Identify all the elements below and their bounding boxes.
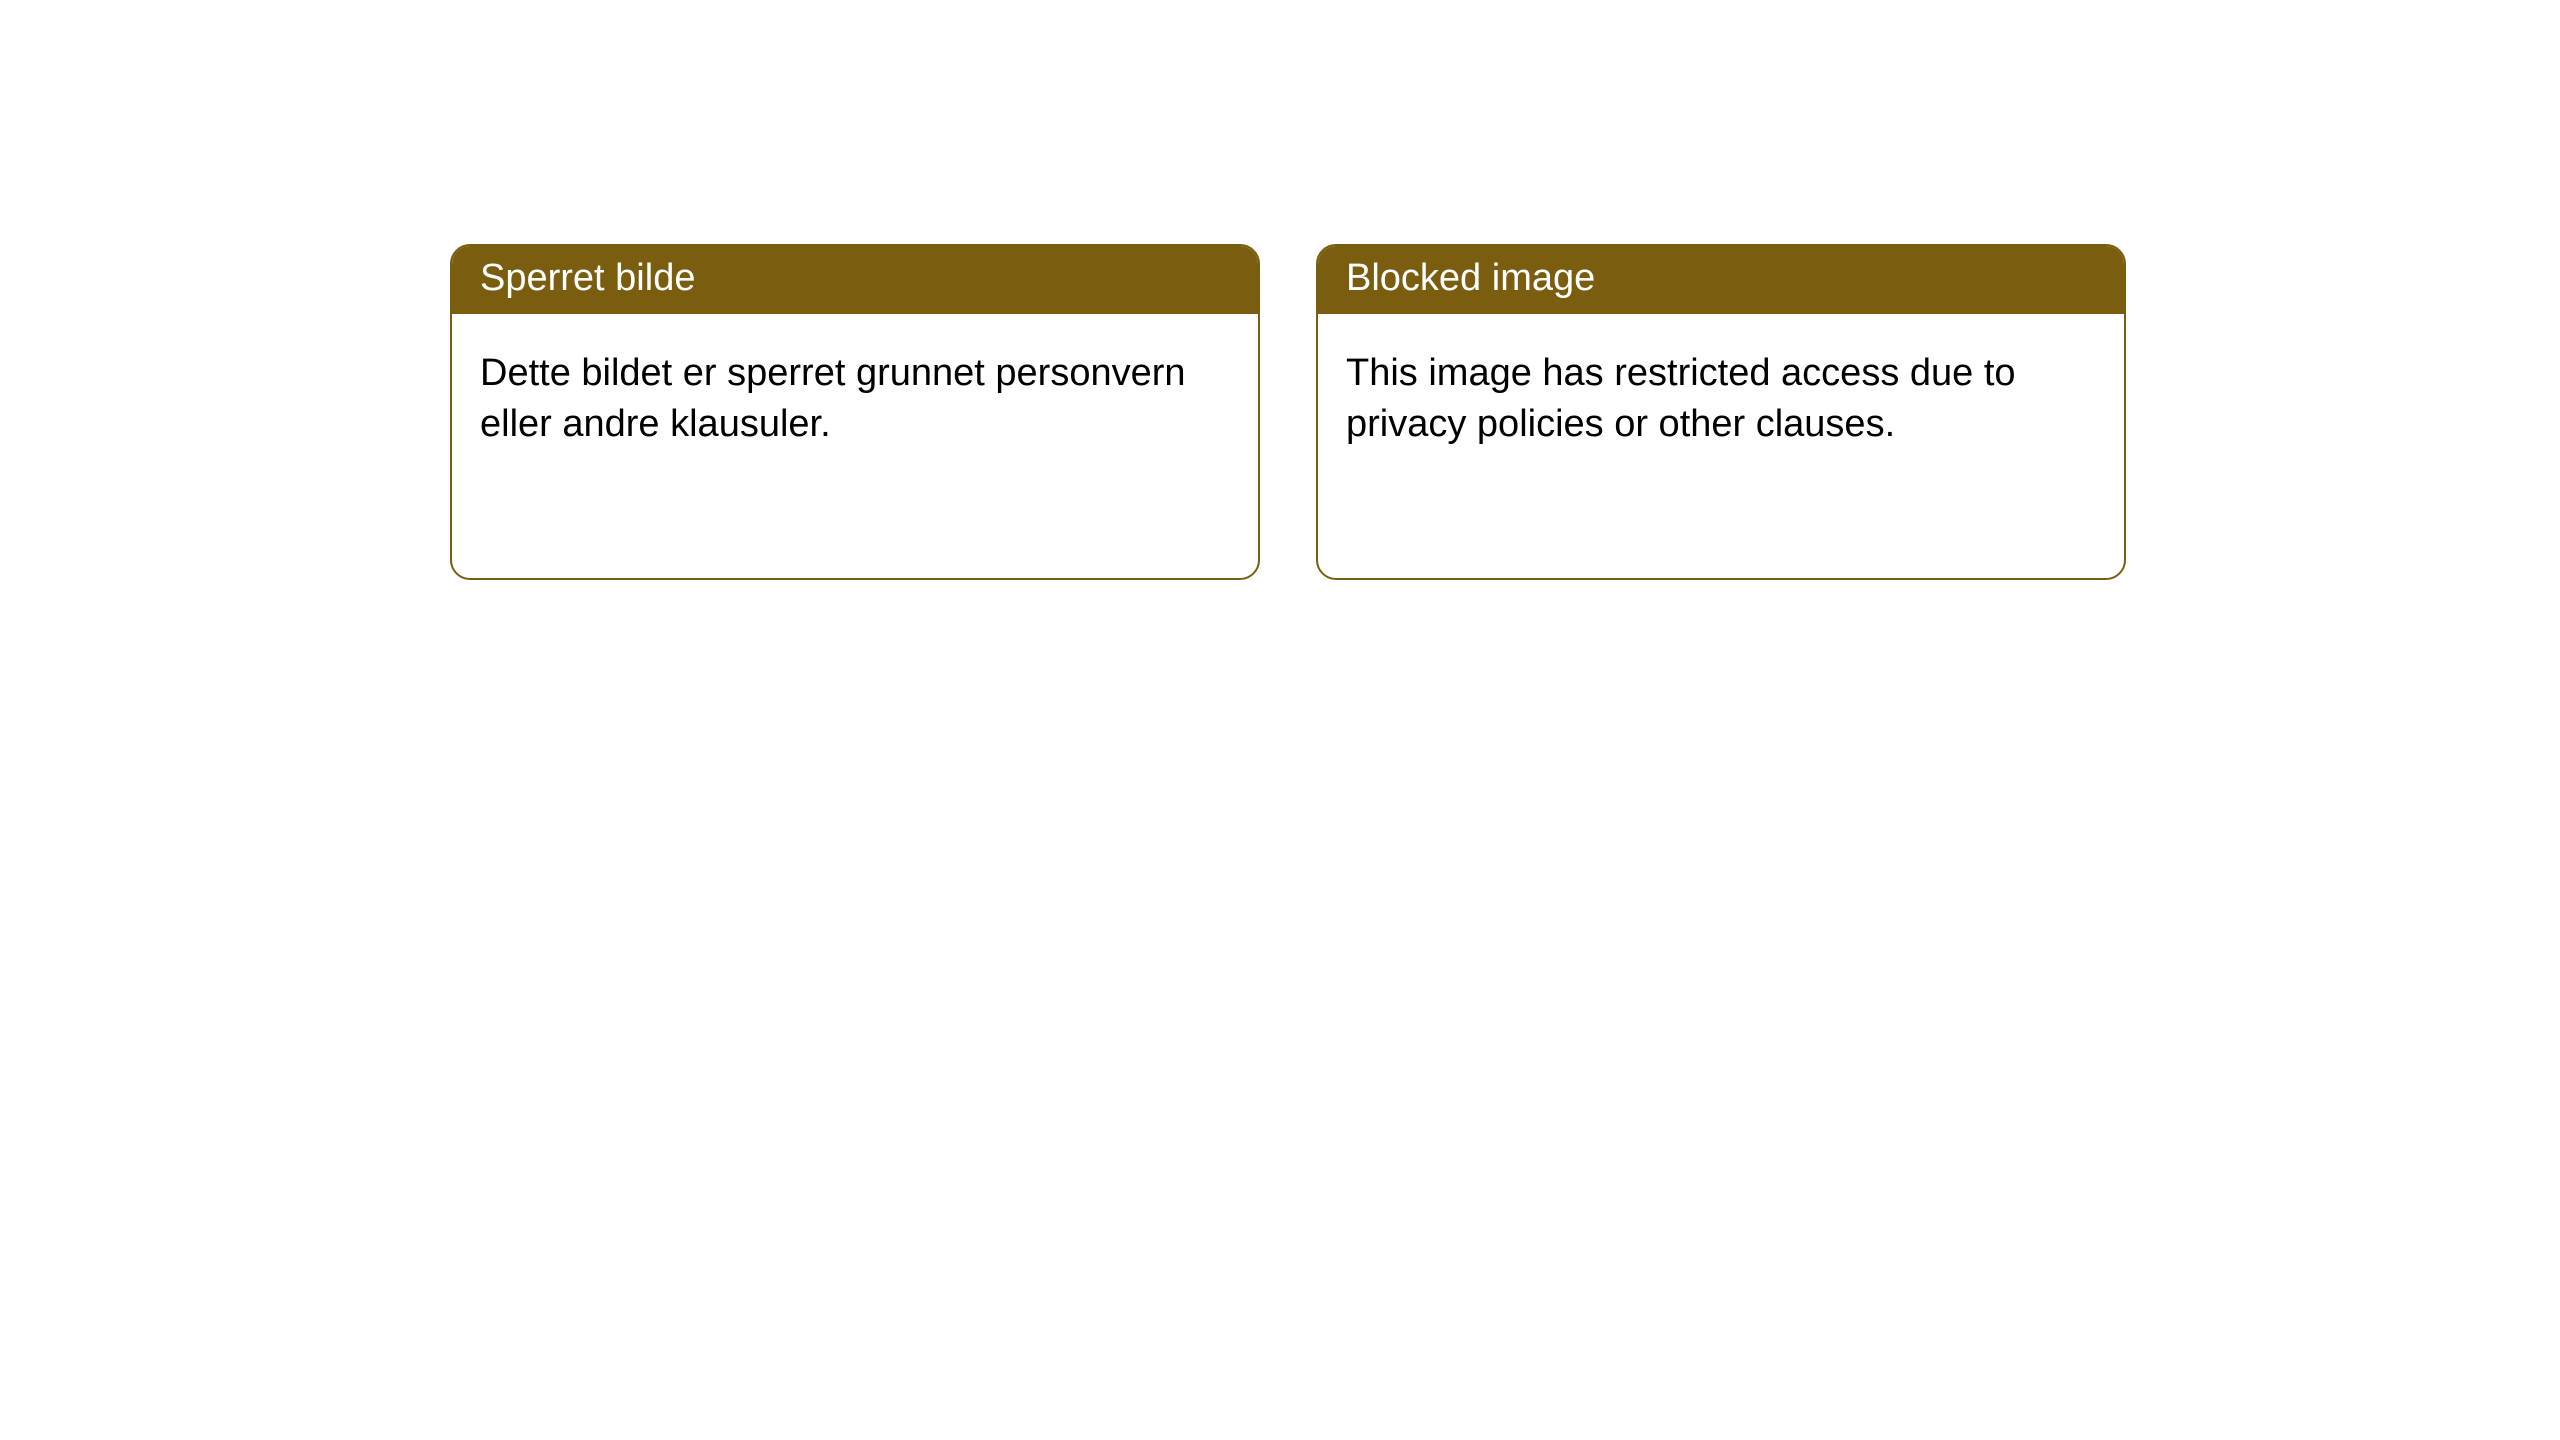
notice-body: Dette bildet er sperret grunnet personve… [452,314,1258,485]
notice-title: Blocked image [1318,246,2124,314]
notice-container: Sperret bilde Dette bildet er sperret gr… [0,0,2560,580]
notice-card-norwegian: Sperret bilde Dette bildet er sperret gr… [450,244,1260,580]
notice-title: Sperret bilde [452,246,1258,314]
notice-card-english: Blocked image This image has restricted … [1316,244,2126,580]
notice-body: This image has restricted access due to … [1318,314,2124,485]
